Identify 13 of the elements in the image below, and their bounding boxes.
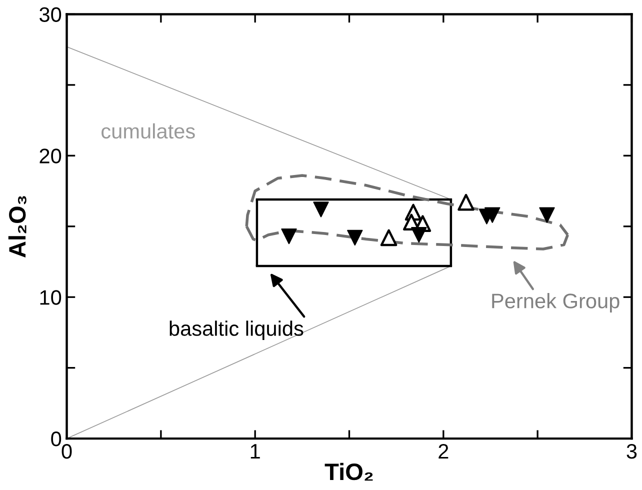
x-tick-label: 1 bbox=[250, 444, 260, 459]
y-tick-label: 30 bbox=[40, 7, 62, 22]
y-axis-title: Al₂O₃ bbox=[8, 196, 26, 258]
x-tick-label: 3 bbox=[626, 444, 637, 459]
annotation: basaltic liquids bbox=[170, 320, 304, 340]
annotation: cumulates bbox=[102, 123, 195, 139]
y-tick-label: 20 bbox=[40, 148, 62, 164]
annotation: Pernek Group bbox=[492, 293, 620, 312]
x-tick-label: 0 bbox=[62, 444, 72, 459]
x-axis-title: TiO₂ bbox=[324, 462, 373, 481]
y-tick-label: 0 bbox=[51, 432, 62, 446]
y-tick-label: 10 bbox=[40, 290, 62, 305]
x-tick-label: 2 bbox=[438, 444, 448, 459]
